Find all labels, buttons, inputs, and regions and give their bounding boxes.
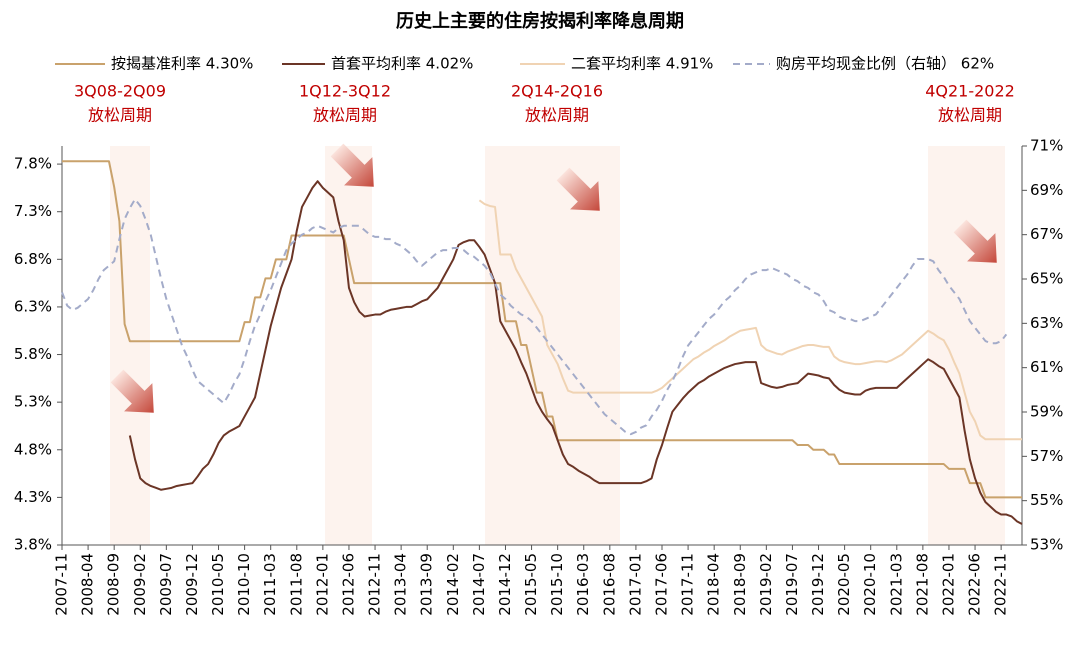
y-tick-label: 4.8%	[14, 440, 52, 458]
y2-tick-label: 53%	[1030, 536, 1063, 554]
y-tick-label: 5.3%	[14, 393, 52, 411]
legend-label: 二套平均利率 4.91%	[571, 55, 713, 73]
x-tick-label: 2015-10	[548, 553, 566, 616]
x-tick-label: 2020-05	[835, 553, 853, 616]
y-tick-label: 6.8%	[14, 250, 52, 268]
y2-tick-label: 69%	[1030, 181, 1063, 199]
shades	[110, 146, 1005, 545]
x-tick-label: 2019-07	[783, 553, 801, 616]
annotation: 放松周期	[313, 106, 377, 125]
x-tick-label: 2013-09	[418, 553, 436, 616]
chart-title: 历史上主要的住房按揭利率降息周期	[396, 10, 684, 32]
easing-period	[485, 146, 620, 545]
x-tick-label: 2022-11	[992, 553, 1010, 616]
y2-tick-label: 65%	[1030, 270, 1063, 288]
annotation: 4Q21-2022	[925, 82, 1015, 101]
y2-tick-label: 57%	[1030, 447, 1063, 465]
annotation: 放松周期	[938, 106, 1002, 125]
x-tick-label: 2013-04	[392, 553, 410, 616]
series-line	[128, 180, 1023, 525]
y-tick-label: 5.8%	[14, 345, 52, 363]
x-tick-label: 2008-09	[105, 553, 123, 616]
y-tick-label: 7.8%	[14, 155, 52, 173]
y-tick-label: 4.3%	[14, 488, 52, 506]
x-tick-label: 2021-08	[913, 553, 931, 616]
x-tick-label: 2014-02	[444, 553, 462, 616]
x-tick-label: 2019-02	[757, 553, 775, 616]
y2-tick-label: 63%	[1030, 314, 1063, 332]
series-line	[478, 199, 1022, 441]
x-tick-label: 2009-12	[183, 553, 201, 616]
x-tick-label: 2022-06	[966, 553, 984, 616]
x-tick-label: 2017-06	[653, 553, 671, 616]
x-tick-label: 2016-03	[574, 553, 592, 616]
x-tick-label: 2012-11	[366, 553, 384, 616]
x-tick-label: 2017-01	[626, 553, 644, 616]
x-tick-label: 2011-03	[261, 553, 279, 616]
y2-tick-label: 61%	[1030, 358, 1063, 376]
x-tick-label: 2018-04	[705, 553, 723, 616]
y-tick-label: 6.3%	[14, 297, 52, 315]
x-tick-label: 2018-09	[731, 553, 749, 616]
x-tick-label: 2012-01	[313, 553, 331, 616]
annotation: 1Q12-3Q12	[299, 82, 391, 101]
x-tick-label: 2010-05	[209, 553, 227, 616]
series-line	[61, 198, 1008, 436]
x-tick-label: 2014-12	[496, 553, 514, 616]
x-tick-label: 2009-07	[157, 553, 175, 616]
y2-tick-label: 71%	[1030, 137, 1063, 155]
legend-label: 按揭基准利率 4.30%	[111, 55, 253, 73]
x-tick-label: 2020-10	[861, 553, 879, 616]
x-tick-label: 2019-12	[809, 553, 827, 616]
y-tick-label: 3.8%	[14, 536, 52, 554]
x-tick-label: 2008-04	[79, 553, 97, 616]
annotation: 3Q08-2Q09	[74, 82, 166, 101]
y2-tick-label: 55%	[1030, 491, 1063, 509]
x-tick-label: 2015-05	[522, 553, 540, 616]
easing-period	[928, 146, 1005, 545]
x-tick-label: 2021-03	[887, 553, 905, 616]
x-tick-label: 2011-08	[287, 553, 305, 616]
legend-label: 首套平均利率 4.02%	[331, 55, 473, 73]
legend-label: 购房平均现金比例（右轴） 62%	[776, 55, 994, 73]
x-tick-label: 2022-01	[939, 553, 957, 616]
y2-tick-label: 67%	[1030, 225, 1063, 243]
annotation: 放松周期	[88, 106, 152, 125]
annotation: 2Q14-2Q16	[511, 82, 603, 101]
x-tick-label: 2012-06	[339, 553, 357, 616]
annotation: 放松周期	[525, 106, 589, 125]
x-tick-label: 2016-08	[600, 553, 618, 616]
easing-period	[325, 146, 372, 545]
x-tick-label: 2017-11	[679, 553, 697, 616]
x-tick-label: 2010-10	[235, 553, 253, 616]
x-tick-label: 2014-07	[470, 553, 488, 616]
x-tick-label: 2009-02	[131, 553, 149, 616]
y2-tick-label: 59%	[1030, 403, 1063, 421]
x-tick-label: 2007-11	[53, 553, 71, 616]
y-tick-label: 7.3%	[14, 202, 52, 220]
series-line	[62, 160, 1022, 499]
